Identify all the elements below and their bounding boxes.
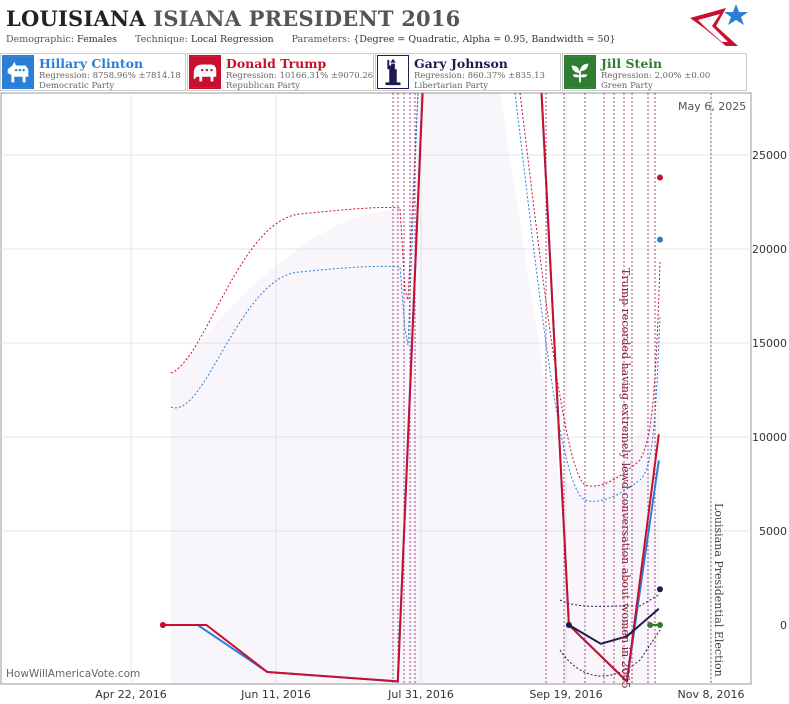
band-edge bbox=[559, 593, 661, 607]
x-axis: Apr 22, 2016 Jun 11, 2016 Jul 31, 2016 Sep … bbox=[95, 688, 744, 701]
series-final-point bbox=[657, 236, 663, 243]
candidate-card-clinton: Hillary Clinton Regression: 8758.96% ±78… bbox=[0, 53, 186, 91]
candidate-card-stein: Jill Stein Regression: 2.00% ±0.00 Green… bbox=[562, 53, 747, 91]
gridlines bbox=[1, 93, 751, 684]
event-annotation: Trump recorded having extremely lewd con… bbox=[619, 268, 632, 689]
band-edge bbox=[514, 93, 661, 502]
candidate-card-johnson: Gary Johnson Regression: 860.37% ±835.13… bbox=[375, 53, 561, 91]
parameters-value: {Degree = Quadratic, Alpha = 0.95, Bandw… bbox=[353, 34, 616, 45]
x-tick-label: Jul 31, 2016 bbox=[387, 688, 454, 701]
band-edge bbox=[170, 93, 419, 409]
y-axis: 0 5000 10000 15000 20000 25000 bbox=[752, 149, 787, 632]
series-start-point bbox=[159, 622, 166, 628]
title-state: LOUISIANA bbox=[6, 6, 146, 31]
statue-of-liberty-icon bbox=[377, 55, 409, 89]
candidate-legend: Hillary Clinton Regression: 8758.96% ±78… bbox=[0, 53, 789, 93]
y-tick-label: 25000 bbox=[752, 149, 787, 162]
confidence-band bbox=[171, 93, 660, 684]
series-final-point bbox=[657, 621, 663, 628]
chart-title: LOUISIANA ISIANA PRESIDENT 2016 bbox=[6, 6, 460, 31]
x-tick-label: Nov 8, 2016 bbox=[678, 688, 745, 701]
watermark: HowWillAmericaVote.com bbox=[6, 668, 141, 680]
series-final-point bbox=[657, 174, 663, 181]
parameters-label: Parameters: bbox=[291, 34, 351, 45]
elephant-icon bbox=[189, 55, 221, 89]
candidate-party: Libertarian Party bbox=[414, 81, 489, 91]
event-lines bbox=[392, 93, 712, 684]
candidate-party: Green Party bbox=[601, 81, 653, 91]
candidate-regression: Regression: 8758.96% ±7814.18 bbox=[39, 71, 181, 81]
candidate-party: Democratic Party bbox=[39, 81, 115, 91]
candidate-name: Donald Trump bbox=[226, 56, 327, 71]
series-points bbox=[159, 174, 663, 628]
site-logo-icon bbox=[690, 4, 748, 46]
technique-value: Local Regression bbox=[190, 34, 274, 45]
candidate-party: Republican Party bbox=[226, 81, 300, 91]
series-line bbox=[162, 93, 660, 683]
donkey-icon bbox=[2, 55, 34, 89]
y-tick-label: 5000 bbox=[759, 525, 787, 538]
candidate-card-trump: Donald Trump Regression: 10166.31% ±9070… bbox=[187, 53, 374, 91]
series-final-point bbox=[657, 586, 663, 593]
candidate-name: Hillary Clinton bbox=[39, 56, 144, 71]
chart-parameters: Demographic: Females Technique: Local Re… bbox=[6, 34, 616, 45]
band-edge bbox=[170, 93, 419, 374]
technique-label: Technique: bbox=[135, 34, 188, 45]
y-tick-label: 10000 bbox=[752, 431, 787, 444]
demographic-value: Females bbox=[77, 34, 117, 45]
title-race: ISIANA PRESIDENT 2016 bbox=[153, 6, 461, 31]
band-edge bbox=[559, 629, 661, 677]
election-annotation: Louisiana Presidential Election bbox=[712, 503, 725, 677]
y-tick-label: 0 bbox=[780, 619, 787, 632]
x-tick-label: Jun 11, 2016 bbox=[240, 688, 311, 701]
candidate-regression: Regression: 860.37% ±835.13 bbox=[414, 71, 545, 81]
series-start-point bbox=[565, 622, 572, 628]
y-tick-label: 20000 bbox=[752, 243, 787, 256]
plant-icon bbox=[564, 55, 596, 89]
confidence-bands bbox=[170, 93, 661, 684]
candidate-regression: Regression: 10166.31% ±9070.26 bbox=[226, 71, 374, 81]
candidate-name: Jill Stein bbox=[601, 56, 663, 71]
candidate-name: Gary Johnson bbox=[414, 56, 508, 71]
chart-header: LOUISIANA ISIANA PRESIDENT 2016 Demograp… bbox=[0, 0, 789, 52]
candidate-regression: Regression: 2.00% ±0.00 bbox=[601, 71, 711, 81]
annotations: Trump recorded having extremely lewd con… bbox=[619, 268, 725, 689]
date-stamp: May 6, 2025 bbox=[678, 100, 747, 113]
x-tick-label: Sep 19, 2016 bbox=[529, 688, 602, 701]
y-tick-label: 15000 bbox=[752, 337, 787, 350]
series-start-point bbox=[647, 621, 654, 628]
series-line bbox=[568, 608, 660, 645]
x-tick-label: Apr 22, 2016 bbox=[95, 688, 167, 701]
plot-area bbox=[0, 92, 752, 685]
demographic-label: Demographic: bbox=[6, 34, 75, 45]
